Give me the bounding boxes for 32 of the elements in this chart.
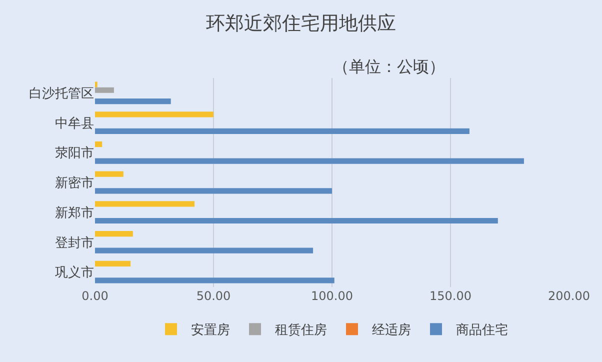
- bar: [95, 112, 214, 118]
- x-tick-label: 0.00: [82, 289, 108, 303]
- bar: [95, 158, 524, 164]
- bar: [95, 231, 133, 237]
- legend-label: 商品住宅: [456, 322, 508, 338]
- legend-label: 租赁住房: [275, 322, 327, 338]
- y-tick-label: 中牟县: [55, 116, 94, 132]
- bar: [95, 278, 334, 284]
- x-tick-label: 100.00: [311, 289, 353, 303]
- y-tick-label: 登封市: [55, 236, 94, 251]
- y-tick-label: 荥阳市: [55, 146, 94, 162]
- y-tick-label: 新郑市: [55, 206, 94, 221]
- bar: [95, 98, 171, 104]
- bar: [95, 201, 195, 207]
- legend-label: 经适房: [372, 322, 411, 338]
- y-tick-label: 白沙托管区: [29, 86, 94, 102]
- bar: [95, 248, 314, 254]
- chart-title: 环郑近郊住宅用地供应: [206, 12, 396, 35]
- bar: [95, 87, 114, 93]
- chart-subtitle: （单位：公顷）: [333, 57, 445, 76]
- y-tick-label: 新密市: [55, 176, 94, 192]
- bar: [95, 128, 470, 134]
- x-tick-label: 150.00: [430, 289, 472, 303]
- bar: [95, 188, 332, 194]
- x-tick-label: 200.00: [548, 289, 590, 303]
- bar: [95, 260, 131, 266]
- bar: [95, 171, 124, 177]
- bar: [95, 218, 498, 224]
- legend-label: 安置房: [191, 322, 230, 338]
- bar: [95, 141, 102, 148]
- x-tick-label: 50.00: [196, 289, 231, 303]
- y-tick-label: 巩义市: [55, 266, 94, 281]
